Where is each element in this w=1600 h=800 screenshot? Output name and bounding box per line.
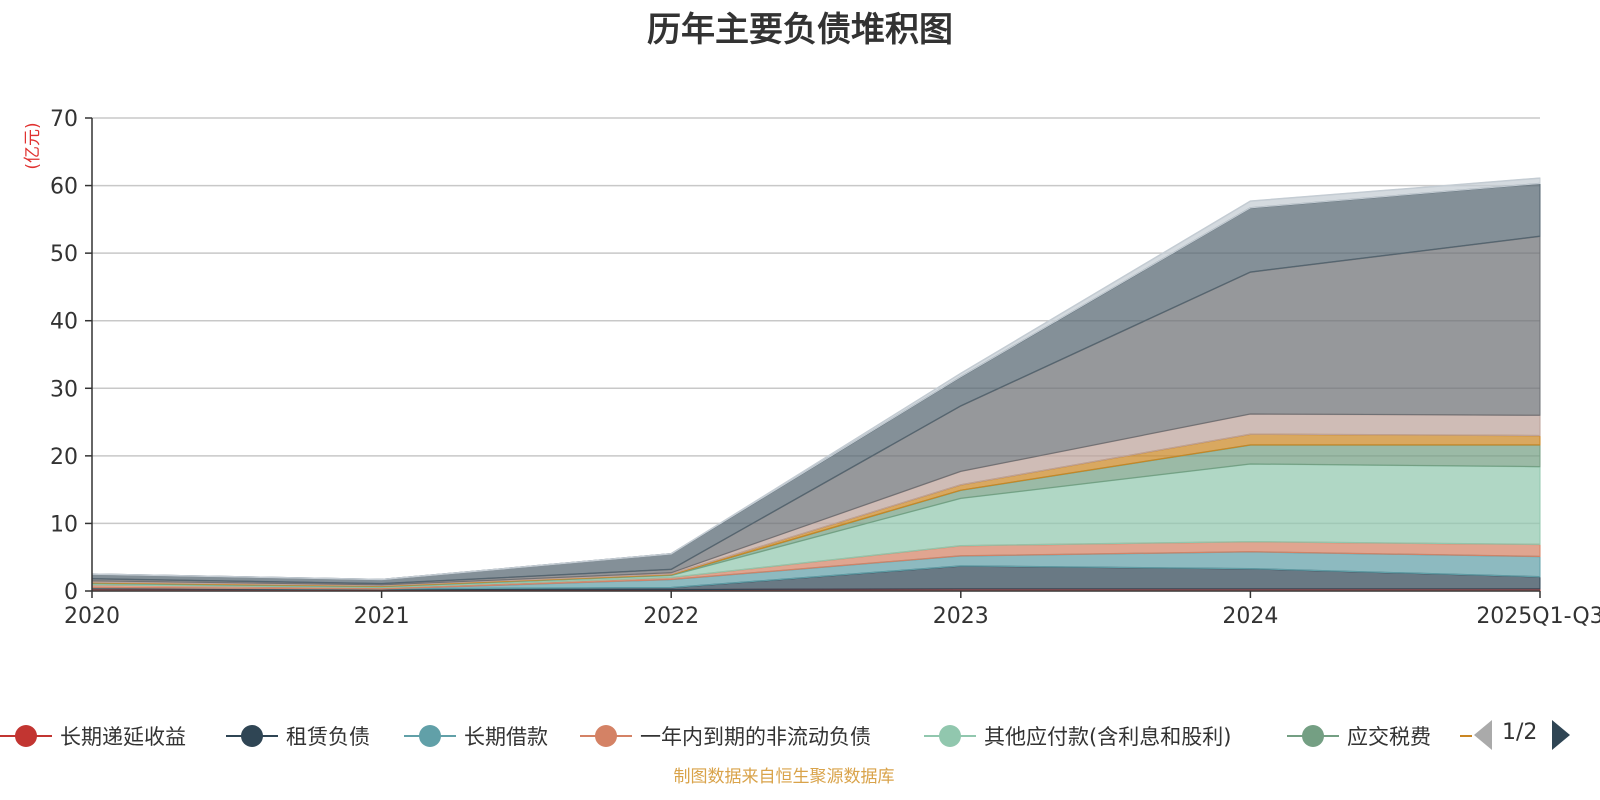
legend-item[interactable]: 其他应付款(含利息和股利) [924, 718, 1231, 754]
legend-marker-icon [1460, 721, 1472, 751]
y-tick-label: 0 [64, 580, 78, 605]
x-tick-label: 2024 [1222, 604, 1278, 629]
legend-dot [241, 725, 263, 747]
legend-item[interactable]: 应交税费 [1287, 718, 1431, 754]
area-series-line [91, 177, 1541, 581]
chart-title: 历年主要负债堆积图 [647, 10, 953, 50]
axes: 0 10 20 30 40 50 60 70 2020 2021 2022 2023 2024 2025Q… [50, 107, 1600, 629]
x-tick-label: 2022 [643, 604, 699, 629]
x-tick-label: 2025Q1-Q3 [1476, 604, 1600, 629]
y-tick-label: 10 [50, 512, 78, 537]
legend-line [1460, 735, 1472, 737]
y-tick-label: 30 [50, 377, 78, 402]
legend-item-partial[interactable] [1460, 718, 1472, 754]
legend-label: 其他应付款(含利息和股利) [984, 725, 1232, 749]
legend-dot [15, 725, 37, 747]
legend-pager: 1/2 [1470, 718, 1600, 754]
y-axis-label: (亿元) [23, 122, 43, 169]
legend-label: 长期借款 [464, 725, 548, 749]
x-tick-label: 2023 [933, 604, 989, 629]
legend-item[interactable]: 一年内到期的非流动负债 [580, 718, 871, 754]
x-tick-label: 2021 [354, 604, 410, 629]
legend-label: 租赁负债 [286, 725, 370, 749]
y-tick-label: 20 [50, 445, 78, 470]
legend-item[interactable]: 长期递延收益 [0, 718, 186, 754]
legend-marker-icon [924, 721, 976, 751]
legend-prev-page-icon[interactable] [1474, 720, 1492, 750]
legend-marker-icon [580, 721, 632, 751]
legend-dot [419, 725, 441, 747]
legend-marker-icon [404, 721, 456, 751]
legend-dot [1302, 725, 1324, 747]
legend-label: 长期递延收益 [60, 725, 186, 749]
gridlines [92, 117, 1540, 525]
legend-item[interactable]: 租赁负债 [226, 718, 370, 754]
y-tick-label: 50 [50, 242, 78, 267]
y-tick-label: 70 [50, 107, 78, 132]
legend-marker-icon [1287, 721, 1339, 751]
stacked-areas [91, 177, 1541, 592]
y-tick-label: 40 [50, 310, 78, 335]
legend-marker-icon [226, 721, 278, 751]
legend-dot [939, 725, 961, 747]
legend-label: 一年内到期的非流动负债 [640, 725, 871, 749]
source-note: 制图数据来自恒生聚源数据库 [673, 767, 895, 787]
legend-page-indicator: 1/2 [1502, 720, 1538, 745]
x-tick-label: 2020 [64, 604, 120, 629]
legend-marker-icon [0, 721, 52, 751]
legend-next-page-icon[interactable] [1552, 720, 1570, 750]
legend: 长期递延收益 租赁负债 长期借款 一年内到期的非流动负债 其他应付款(含利息和股… [0, 718, 1600, 754]
legend-label: 应交税费 [1347, 725, 1431, 749]
legend-item[interactable]: 长期借款 [404, 718, 548, 754]
y-tick-label: 60 [50, 175, 78, 200]
legend-dot [595, 725, 617, 747]
